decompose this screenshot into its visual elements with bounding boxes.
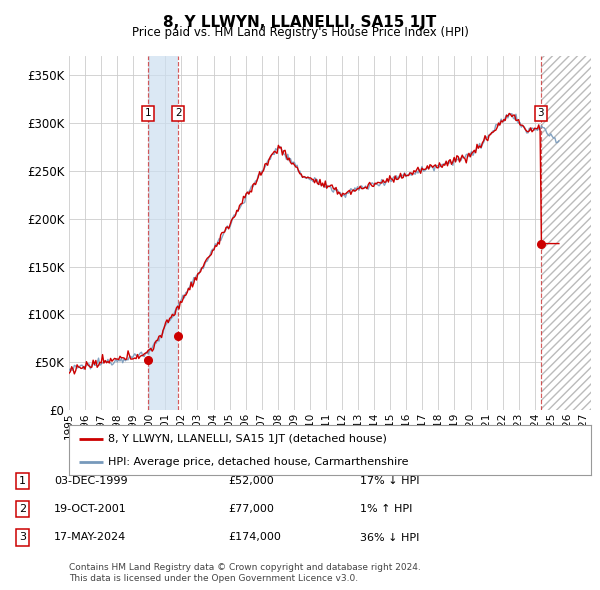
Text: 2: 2 — [175, 109, 182, 119]
Text: 1: 1 — [145, 109, 151, 119]
Text: 36% ↓ HPI: 36% ↓ HPI — [360, 533, 419, 542]
Text: HPI: Average price, detached house, Carmarthenshire: HPI: Average price, detached house, Carm… — [108, 457, 409, 467]
Text: 8, Y LLWYN, LLANELLI, SA15 1JT: 8, Y LLWYN, LLANELLI, SA15 1JT — [163, 15, 437, 30]
Bar — [148, 56, 178, 410]
Bar — [541, 56, 591, 410]
Text: 03-DEC-1999: 03-DEC-1999 — [54, 476, 128, 486]
Text: 2: 2 — [19, 504, 26, 514]
Text: 1% ↑ HPI: 1% ↑ HPI — [360, 504, 412, 514]
Text: 17-MAY-2024: 17-MAY-2024 — [54, 533, 126, 542]
Text: Price paid vs. HM Land Registry's House Price Index (HPI): Price paid vs. HM Land Registry's House … — [131, 26, 469, 39]
Text: 3: 3 — [19, 533, 26, 542]
Text: 1: 1 — [19, 476, 26, 486]
Text: This data is licensed under the Open Government Licence v3.0.: This data is licensed under the Open Gov… — [69, 574, 358, 583]
Text: £174,000: £174,000 — [228, 533, 281, 542]
Text: Contains HM Land Registry data © Crown copyright and database right 2024.: Contains HM Land Registry data © Crown c… — [69, 563, 421, 572]
Text: £77,000: £77,000 — [228, 504, 274, 514]
Text: 19-OCT-2001: 19-OCT-2001 — [54, 504, 127, 514]
Text: 8, Y LLWYN, LLANELLI, SA15 1JT (detached house): 8, Y LLWYN, LLANELLI, SA15 1JT (detached… — [108, 434, 387, 444]
Text: 3: 3 — [538, 109, 544, 119]
Text: £52,000: £52,000 — [228, 476, 274, 486]
Text: 17% ↓ HPI: 17% ↓ HPI — [360, 476, 419, 486]
